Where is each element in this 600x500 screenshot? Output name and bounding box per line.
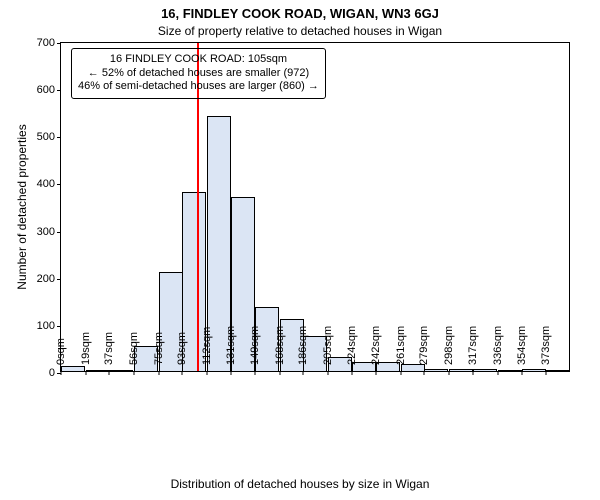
y-tick-mark [57, 137, 61, 138]
x-tick-mark [158, 371, 159, 375]
x-tick-label: 224sqm [346, 326, 358, 371]
annotation-line-1: 16 FINDLEY COOK ROAD: 105sqm [78, 53, 319, 67]
x-tick-label: 242sqm [370, 326, 382, 371]
x-tick-mark [231, 371, 232, 375]
annotation-line-2: ← 52% of detached houses are smaller (97… [78, 67, 319, 81]
x-tick-label: 56sqm [128, 332, 140, 371]
x-tick-label: 19sqm [80, 332, 92, 371]
y-tick-mark [57, 43, 61, 44]
y-tick-mark [57, 326, 61, 327]
x-tick-mark [206, 371, 207, 375]
x-tick-mark [521, 371, 522, 375]
x-tick-label: 298sqm [443, 326, 455, 371]
x-tick-label: 354sqm [516, 326, 528, 371]
x-tick-mark [254, 371, 255, 375]
x-tick-label: 0sqm [55, 338, 67, 371]
plot-area: 16 FINDLEY COOK ROAD: 105sqm ← 52% of de… [60, 42, 570, 372]
x-tick-label: 373sqm [540, 326, 552, 371]
y-axis-label: Number of detached properties [15, 124, 29, 289]
page-title: 16, FINDLEY COOK ROAD, WIGAN, WN3 6GJ [0, 0, 600, 22]
y-tick-mark [57, 232, 61, 233]
x-tick-mark [352, 371, 353, 375]
x-tick-mark [473, 371, 474, 375]
x-tick-label: 112sqm [201, 327, 213, 371]
x-tick-mark [181, 371, 182, 375]
x-tick-label: 75sqm [153, 332, 165, 371]
x-tick-mark [109, 371, 110, 375]
annotation-box: 16 FINDLEY COOK ROAD: 105sqm ← 52% of de… [71, 48, 326, 99]
x-tick-mark [302, 371, 303, 375]
y-tick-mark [57, 184, 61, 185]
x-tick-label: 37sqm [103, 332, 115, 371]
x-tick-label: 131sqm [225, 326, 237, 371]
x-tick-label: 149sqm [249, 326, 261, 371]
x-tick-label: 317sqm [467, 326, 479, 371]
x-tick-label: 93sqm [176, 332, 188, 371]
x-tick-label: 205sqm [322, 326, 334, 371]
x-tick-mark [327, 371, 328, 375]
x-tick-label: 279sqm [418, 326, 430, 371]
x-tick-mark [423, 371, 424, 375]
x-tick-mark [85, 371, 86, 375]
x-tick-label: 168sqm [274, 326, 286, 371]
x-tick-mark [546, 371, 547, 375]
x-tick-mark [375, 371, 376, 375]
x-tick-label: 186sqm [297, 326, 309, 371]
page-subtitle: Size of property relative to detached ho… [0, 22, 600, 42]
x-tick-mark [133, 371, 134, 375]
x-axis-label: Distribution of detached houses by size … [0, 477, 600, 491]
y-tick-mark [57, 90, 61, 91]
x-tick-label: 336sqm [492, 326, 504, 371]
histogram-chart: 16 FINDLEY COOK ROAD: 105sqm ← 52% of de… [0, 42, 600, 477]
x-tick-mark [279, 371, 280, 375]
annotation-line-3: 46% of semi-detached houses are larger (… [78, 80, 319, 94]
x-tick-mark [400, 371, 401, 375]
y-tick-mark [57, 279, 61, 280]
x-tick-label: 261sqm [395, 326, 407, 371]
x-tick-mark [498, 371, 499, 375]
x-tick-mark [448, 371, 449, 375]
x-tick-mark [61, 371, 62, 375]
